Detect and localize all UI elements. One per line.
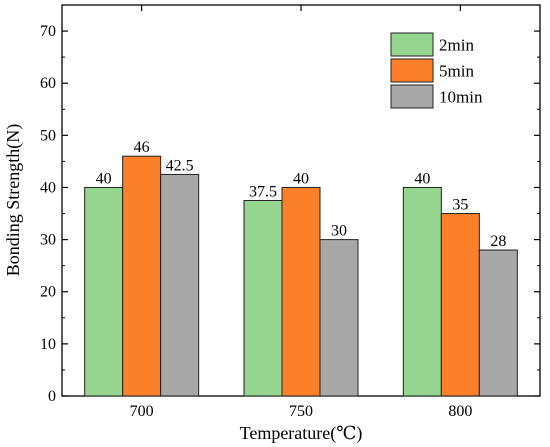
y-tick-label: 10 bbox=[40, 336, 56, 353]
y-tick-label: 0 bbox=[48, 388, 56, 405]
bar-2min-750 bbox=[243, 200, 283, 397]
legend-label: 10min bbox=[439, 88, 483, 107]
y-tick-label: 30 bbox=[40, 232, 56, 249]
y-tick-label: 70 bbox=[40, 23, 56, 40]
bar-5min-750 bbox=[281, 186, 321, 397]
bar-10min-700 bbox=[160, 173, 200, 397]
bar-5min-700 bbox=[122, 155, 162, 397]
legend-label: 2min bbox=[439, 36, 474, 55]
x-tick-label: 750 bbox=[289, 403, 313, 420]
y-axis: 0 10 20 30 40 50 60 70 bbox=[40, 23, 540, 405]
y-axis-title: Bonding Strength(N) bbox=[3, 124, 24, 277]
y-tick-label: 60 bbox=[40, 75, 56, 92]
bar-10min-750 bbox=[319, 239, 359, 397]
y-tick-label: 40 bbox=[40, 179, 56, 196]
data-label: 42.5 bbox=[166, 157, 194, 174]
y-tick-label: 50 bbox=[40, 127, 56, 144]
data-label: 40 bbox=[293, 170, 309, 187]
y-tick-label: 20 bbox=[40, 284, 56, 301]
bar-10min-800 bbox=[478, 249, 518, 397]
legend-swatch-2min bbox=[390, 32, 434, 57]
x-axis: 700 750 800 bbox=[130, 5, 472, 420]
data-label: 30 bbox=[331, 223, 347, 240]
legend-swatch-5min bbox=[390, 58, 434, 83]
data-label: 35 bbox=[452, 197, 468, 214]
x-axis-title: Temperature(℃) bbox=[240, 423, 363, 444]
x-tick-label: 800 bbox=[448, 403, 472, 420]
bar-5min-800 bbox=[440, 213, 480, 397]
data-label: 46 bbox=[134, 139, 150, 156]
legend: 2min 5min 10min bbox=[390, 32, 483, 109]
data-label: 40 bbox=[414, 170, 430, 187]
bars bbox=[84, 155, 518, 397]
data-labels: 40 46 42.5 37.5 40 30 40 35 28 bbox=[96, 139, 507, 250]
bar-2min-800 bbox=[402, 186, 442, 397]
data-label: 28 bbox=[490, 233, 506, 250]
data-label: 40 bbox=[96, 170, 112, 187]
data-label: 37.5 bbox=[249, 184, 277, 201]
bar-2min-700 bbox=[84, 186, 124, 397]
legend-label: 5min bbox=[439, 62, 474, 81]
x-tick-label: 700 bbox=[130, 403, 154, 420]
legend-swatch-10min bbox=[390, 84, 434, 109]
